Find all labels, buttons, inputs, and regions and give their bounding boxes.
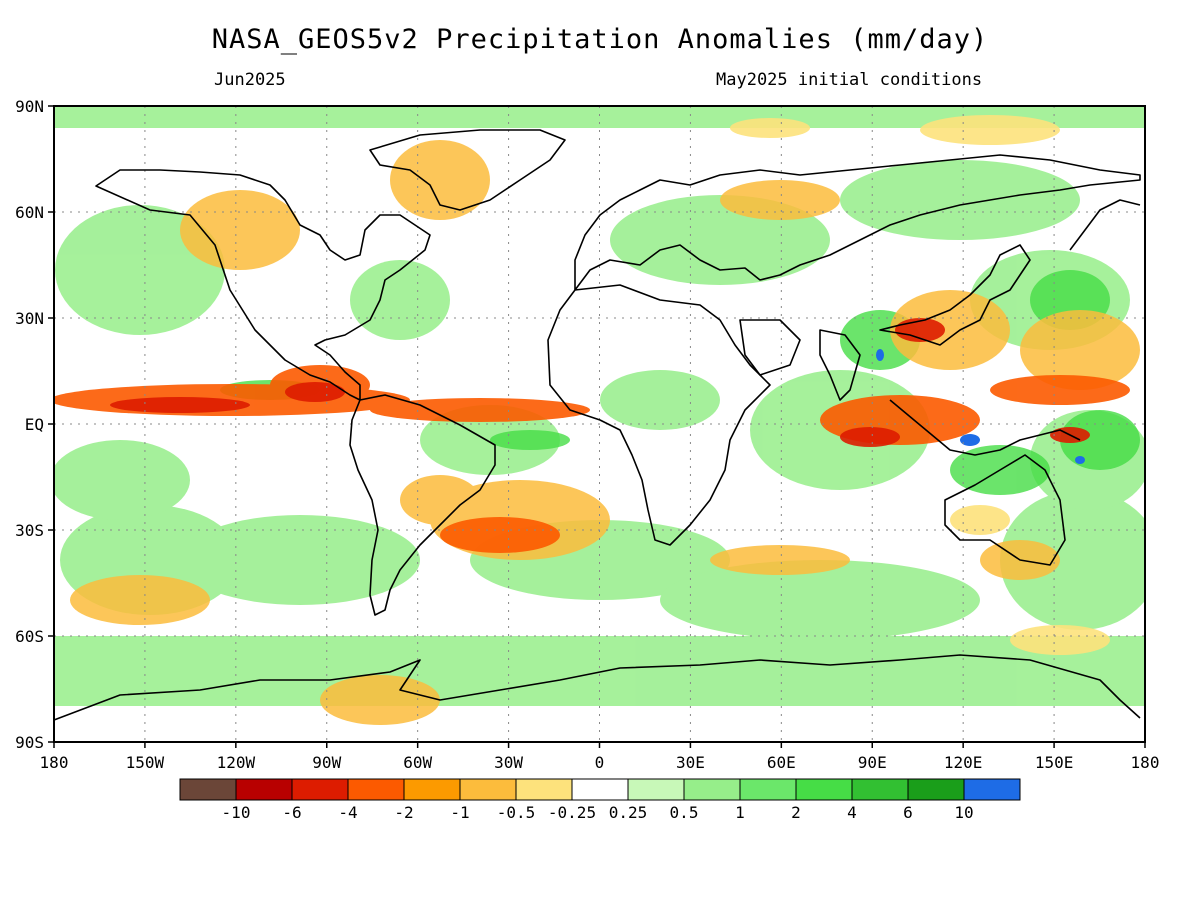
- lat-tick-label: 60S: [15, 627, 44, 646]
- colorbar-label: 2: [791, 803, 801, 822]
- colorbar-label: 4: [847, 803, 857, 822]
- colorbar-swatch: [627, 778, 685, 801]
- colorbar-label: -0.5: [497, 803, 536, 822]
- colorbar-label: -6: [282, 803, 301, 822]
- lon-tick-label: 30W: [494, 753, 523, 772]
- colorbar-legend: -10 -6 -4 -2 -1 -0.5 -0.25 0.25 0.5 1 2 4 6 10: [179, 778, 1021, 822]
- colorbar-swatch: [795, 778, 853, 801]
- lat-tick-label: 30S: [15, 521, 44, 540]
- colorbar-label: 6: [903, 803, 913, 822]
- colorbar-label: -10: [222, 803, 251, 822]
- colorbar-label: -0.25: [548, 803, 596, 822]
- colorbar-swatch: [851, 778, 909, 801]
- colorbar-swatch: [459, 778, 517, 801]
- colorbar-label: 10: [954, 803, 973, 822]
- valid-month-label: Jun2025: [214, 70, 286, 90]
- colorbar-swatch: [403, 778, 461, 801]
- lon-tick-label: 120W: [217, 753, 256, 772]
- longitude-axis: 180 150W 120W 90W 60W 30W 0 30E 60E 90E 120E 150E 18…: [40, 742, 1160, 772]
- lon-tick-label: 0: [595, 753, 605, 772]
- colorbar-label: -1: [450, 803, 469, 822]
- lat-tick-label: 60N: [15, 203, 44, 222]
- colorbar-swatch: [963, 778, 1021, 801]
- colorbar-label: 1: [735, 803, 745, 822]
- lon-tick-label: 90W: [312, 753, 341, 772]
- colorbar-label: 0.5: [670, 803, 699, 822]
- lat-tick-label: 90S: [15, 733, 44, 752]
- map-title: NASA_GEOS5v2 Precipitation Anomalies (mm…: [211, 24, 989, 55]
- colorbar-label: 0.25: [609, 803, 648, 822]
- colorbar-swatch: [515, 778, 573, 801]
- lat-tick-label: 30N: [15, 309, 44, 328]
- colorbar-label: -4: [338, 803, 357, 822]
- init-conditions-label: May2025 initial conditions: [716, 70, 983, 90]
- latitude-axis: 90N 60N 30N EQ 30S 60S 90S: [15, 97, 54, 752]
- lon-tick-label: 120E: [944, 753, 983, 772]
- lon-tick-label: 180: [40, 753, 69, 772]
- colorbar-swatch: [683, 778, 741, 801]
- lon-tick-label: 150W: [126, 753, 165, 772]
- lon-tick-label: 180: [1131, 753, 1160, 772]
- lon-tick-label: 150E: [1035, 753, 1074, 772]
- colorbar-swatch: [571, 778, 629, 801]
- lon-tick-label: 60E: [767, 753, 796, 772]
- coastlines: [53, 129, 1141, 721]
- colorbar-swatch: [739, 778, 797, 801]
- colorbar-swatch: [179, 778, 237, 801]
- grid-lines: [54, 106, 1145, 742]
- colorbar-swatch: [347, 778, 405, 801]
- lat-tick-label: EQ: [25, 415, 44, 434]
- lon-tick-label: 60W: [403, 753, 432, 772]
- lat-tick-label: 90N: [15, 97, 44, 116]
- lon-tick-label: 30E: [676, 753, 705, 772]
- lon-tick-label: 90E: [858, 753, 887, 772]
- anomaly-field: [54, 106, 1145, 725]
- colorbar-swatch: [907, 778, 965, 801]
- colorbar-swatch: [235, 778, 293, 801]
- colorbar-swatch: [291, 778, 349, 801]
- colorbar-label: -2: [394, 803, 413, 822]
